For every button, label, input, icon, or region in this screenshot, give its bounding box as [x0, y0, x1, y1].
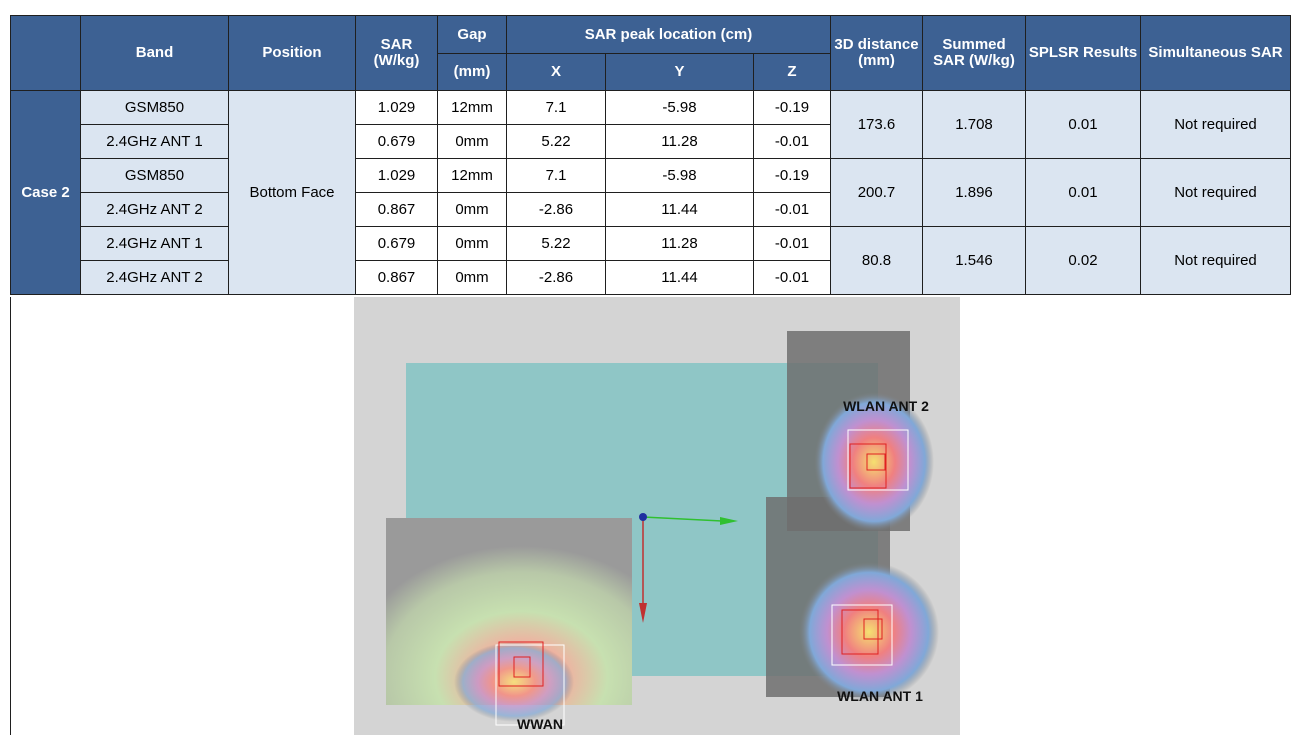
- cell: 11.28: [605, 226, 754, 261]
- axis-arrow-head: [639, 603, 647, 623]
- body-row: GSM850 1.029 12mm 7.1 -5.98 -0.19 200.7 1.896 0.…: [11, 158, 1291, 227]
- cell: 2.4GHz ANT 2: [80, 192, 229, 227]
- cell: -0.19: [753, 158, 831, 193]
- antenna-label: WLAN ANT 1: [837, 688, 923, 704]
- cell: 5.22: [506, 226, 606, 261]
- cell: 7.1: [506, 158, 606, 193]
- header-cell: Summed SAR (W/kg): [922, 15, 1026, 91]
- cell: 2.4GHz ANT 2: [80, 260, 229, 295]
- cell: -2.86: [506, 260, 606, 295]
- group-cell: 1.546: [922, 226, 1026, 295]
- border-line: [10, 297, 11, 735]
- body-row: 2.4GHz ANT 1 0.679 0mm 5.22 11.28 -0.01: [11, 124, 1291, 159]
- antenna-label: WWAN: [517, 716, 563, 732]
- group-cell: 173.6: [830, 90, 923, 159]
- cell: 2.4GHz ANT 1: [80, 124, 229, 159]
- antenna-label: WLAN ANT 2: [843, 398, 929, 414]
- body-row: 2.4GHz ANT 1 0.679 0mm 5.22 11.28 -0.01 80.8 1.…: [11, 226, 1291, 295]
- cell: 7.1: [506, 90, 606, 125]
- group-cell: 200.7: [830, 158, 923, 227]
- header-cell: SAR peak location (cm): [506, 15, 831, 54]
- cell: 0.679: [355, 124, 438, 159]
- group-cell: 0.01: [1025, 158, 1141, 227]
- cell: GSM850: [80, 158, 229, 193]
- axis-arrow: [642, 516, 723, 522]
- header-cell: Y: [605, 53, 754, 91]
- group-cell: 0.01: [1025, 90, 1141, 159]
- cell: 11.44: [605, 192, 754, 227]
- body-row: 2.4GHz ANT 2 0.867 0mm -2.86 11.44 -0.01: [11, 192, 1291, 227]
- header-cell: Gap: [437, 15, 507, 54]
- cell: -5.98: [605, 90, 754, 125]
- cell: 11.28: [605, 124, 754, 159]
- group-cell: 1.708: [922, 90, 1026, 159]
- body-row: 2.4GHz ANT 2 0.867 0mm -2.86 11.44 -0.01: [11, 260, 1291, 295]
- hotspot: [799, 562, 939, 702]
- group-cell: 0.02: [1025, 226, 1141, 295]
- header-cell: (mm): [437, 53, 507, 91]
- header-cell: Simultaneous SAR: [1140, 15, 1291, 91]
- cell: 0mm: [437, 226, 507, 261]
- group-cell: 80.8: [830, 226, 923, 295]
- cell: 1.029: [355, 158, 438, 193]
- case-cell: Case 2: [10, 90, 81, 295]
- group-cell: Not required: [1140, 158, 1291, 227]
- header-cell: Position: [228, 15, 356, 91]
- body-row: Case 2 GSM850 Bottom Face 1.029 12mm 7.1 -5.98…: [10, 90, 1291, 295]
- cell: 5.22: [506, 124, 606, 159]
- hotspot: [454, 642, 574, 722]
- sar-table: Band Position SAR (W/kg) Gap SAR peak locati…: [10, 15, 1291, 295]
- cell: 0mm: [437, 260, 507, 295]
- cell: -5.98: [605, 158, 754, 193]
- cell: 11.44: [605, 260, 754, 295]
- cell: -0.01: [753, 226, 831, 261]
- header-cell: [10, 15, 81, 91]
- cell: -2.86: [506, 192, 606, 227]
- cell: 0.867: [355, 192, 438, 227]
- header-row: Band Position SAR (W/kg) Gap SAR peak locati…: [10, 15, 1291, 91]
- cell: GSM850: [80, 90, 229, 125]
- cell: 0.867: [355, 260, 438, 295]
- position-cell: Bottom Face: [228, 90, 356, 295]
- cell: -0.19: [753, 90, 831, 125]
- cell: 2.4GHz ANT 1: [80, 226, 229, 261]
- header-cell: Z: [753, 53, 831, 91]
- group-cell: 1.896: [922, 158, 1026, 227]
- table-body: Band Position SAR (W/kg) Gap SAR peak locati…: [10, 15, 1291, 295]
- cell: 12mm: [437, 158, 507, 193]
- hotspot: [814, 392, 934, 532]
- axis-arrow-head: [720, 517, 738, 525]
- origin: [639, 513, 647, 521]
- header-cell: SPLSR Results: [1025, 15, 1141, 91]
- cell: 1.029: [355, 90, 438, 125]
- group-cell: Not required: [1140, 226, 1291, 295]
- group-cell: Not required: [1140, 90, 1291, 159]
- cell: 0mm: [437, 124, 507, 159]
- header-cell: X: [506, 53, 606, 91]
- zoom-boxes: [495, 429, 909, 726]
- sar-plot-image: WLAN ANT 2 WLAN ANT 1 WWAN: [354, 297, 960, 735]
- cell: 12mm: [437, 90, 507, 125]
- header-cell: 3D distance (mm): [830, 15, 923, 91]
- header-row: (mm) X Y Z: [11, 53, 1291, 91]
- cell: 0.679: [355, 226, 438, 261]
- cell: -0.01: [753, 260, 831, 295]
- cell: -0.01: [753, 124, 831, 159]
- cell: 0mm: [437, 192, 507, 227]
- cell: -0.01: [753, 192, 831, 227]
- header-cell: Band: [80, 15, 229, 91]
- header-cell: SAR (W/kg): [355, 15, 438, 91]
